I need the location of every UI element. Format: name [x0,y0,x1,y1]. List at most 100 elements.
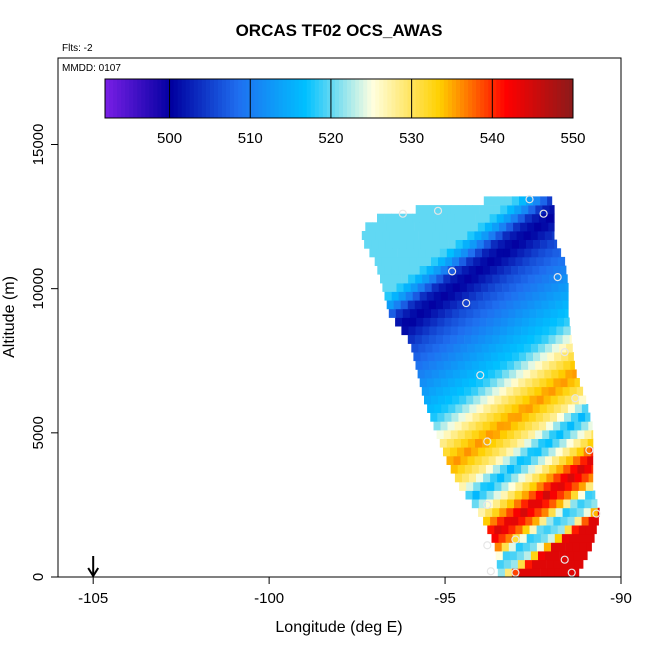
heatmap-cell [485,300,493,310]
heatmap-cell [566,455,574,465]
heatmap-cell [468,421,476,431]
heatmap-cell [549,360,557,370]
heatmap-cell [560,404,569,413]
heatmap-cell [492,386,500,396]
heatmap-cell [526,352,534,362]
heatmap-cell [512,533,520,543]
heatmap-cell [555,300,563,310]
heatmap-cell [480,395,488,405]
heatmap-cell [386,300,395,310]
heatmap-cell [466,481,474,491]
heatmap-cell [509,343,518,353]
heatmap-cell [472,490,480,500]
heatmap-cell [428,334,437,344]
heatmap-cell [502,551,511,561]
heatmap-cell [452,369,461,379]
colorbar-swatch [407,79,413,118]
flight-point [433,206,443,215]
heatmap-cell [405,265,413,275]
heatmap-cell [501,525,509,535]
heatmap-cell [481,231,489,240]
heatmap-cell [544,282,552,292]
heatmap-cell [521,326,529,336]
heatmap-cell [509,455,518,465]
heatmap-cell [446,248,455,258]
heatmap-cell [450,205,459,215]
colorbar-swatch [177,79,183,118]
heatmap-cell [454,291,463,301]
heatmap-cell [538,438,546,448]
heatmap-cell [457,274,465,284]
heatmap-cell [439,231,447,240]
heatmap-cell [490,196,499,206]
heatmap-cell [592,525,597,535]
heatmap-cell [397,231,405,240]
heatmap-cell [574,559,582,569]
heatmap-cell [443,447,451,457]
heatmap-cell [402,317,410,327]
heatmap-cell [549,430,557,439]
heatmap-cell [518,265,526,275]
heatmap-cell [568,352,574,362]
heatmap-cell [541,507,549,517]
position-arrow [87,556,100,578]
heatmap-cell [453,231,461,240]
heatmap-cell [515,308,523,318]
heatmap-cell [542,464,550,474]
heatmap-cell [439,438,448,448]
heatmap-cell [504,516,512,526]
heatmap-cell [382,231,391,240]
heatmap-cell [503,559,512,569]
heatmap-cell [541,274,550,284]
colorbar-swatch [351,79,356,118]
heatmap-cell [476,352,485,362]
heatmap-cell [530,231,539,240]
colorbar-swatch [347,79,352,118]
heatmap-cell [583,533,591,543]
heatmap-cell [545,343,553,353]
x-axis: -105 -100 -95 -90 [78,577,632,607]
heatmap-cell [509,282,517,292]
heatmap-cell [453,455,461,465]
heatmap-cell [502,343,511,353]
heatmap-cell [515,256,523,266]
heatmap-cell [535,412,544,422]
heatmap-cell [405,291,414,301]
x-tick-label: -95 [434,590,456,607]
heatmap-cell [591,430,594,439]
heatmap-cell [446,343,454,353]
heatmap-cell [459,395,467,405]
heatmap-cell [564,395,573,405]
heatmap-cell [567,378,575,388]
heatmap-cell [541,447,549,457]
heatmap-cell [533,239,541,249]
heatmap-cell [439,248,448,258]
heatmap-cell [482,248,490,258]
heatmap-cell [422,326,430,336]
heatmap-cell [521,360,529,370]
colorbar-tick-label: 550 [560,130,585,147]
heatmap-cell [574,516,582,526]
heatmap-cell [551,282,559,292]
heatmap-cell [432,343,440,353]
heatmap-cell [415,205,424,215]
heatmap-cell [557,308,566,318]
heatmap-cell [565,282,569,292]
heatmap-cell [496,438,504,448]
colorbar-swatch [193,79,199,118]
heatmap-cell [533,196,541,206]
heatmap-cell [546,291,554,301]
heatmap-cell [591,464,594,474]
colorbar-swatch [161,79,167,118]
flight-point [585,446,594,455]
heatmap-cell [487,525,495,535]
heatmap-cell [521,490,530,500]
heatmap-cell [471,430,480,439]
heatmap-cell [543,542,552,552]
heatmap-cell [401,326,409,336]
heatmap-cell [527,507,535,517]
heatmap-cell [547,533,556,543]
heatmap-cell [513,386,521,396]
heatmap-cell [535,490,544,500]
heatmap-cell [514,205,522,215]
